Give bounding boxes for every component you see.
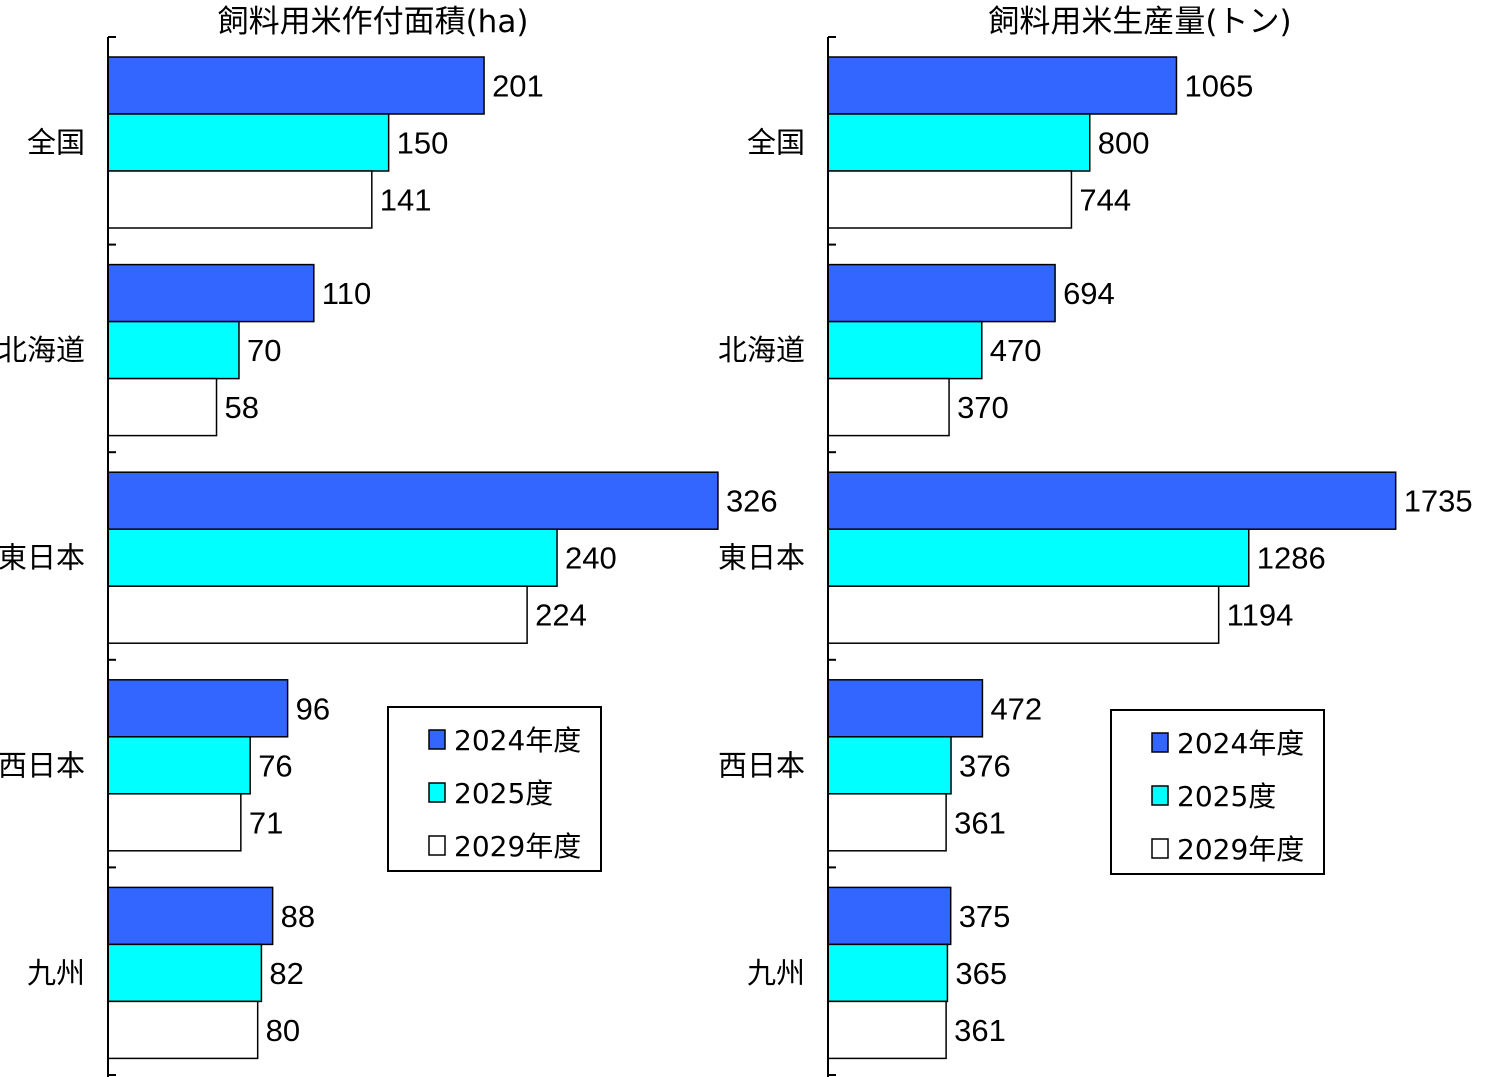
bar <box>827 263 1056 323</box>
legend-label: 2029年度 <box>1177 833 1304 866</box>
bar <box>827 679 984 738</box>
bar <box>107 585 528 644</box>
legend: 2024年度 2025度 2029年度 <box>1110 709 1325 875</box>
data-label: 744 <box>1079 183 1131 218</box>
bar <box>107 170 373 229</box>
category-label: 全国 <box>27 126 85 160</box>
data-label: 96 <box>296 691 330 726</box>
data-label: 80 <box>266 1013 300 1048</box>
chart-2: 飼料用米生産量(トン) 全国 1065 800 744 北海道 694 470 370 東日本 17… <box>718 4 1473 1077</box>
data-label: 88 <box>281 899 315 934</box>
legend-box <box>1110 709 1325 875</box>
data-label: 800 <box>1098 126 1150 161</box>
category-label: 東日本 <box>718 541 805 575</box>
category-label: 東日本 <box>0 541 85 575</box>
bar <box>827 585 1220 644</box>
data-label: 365 <box>955 956 1007 991</box>
bar <box>107 679 289 738</box>
bar <box>107 113 390 172</box>
bar <box>107 528 558 587</box>
category-label: 九州 <box>27 956 85 990</box>
bar <box>107 943 263 1003</box>
bar <box>827 170 1073 229</box>
data-label: 224 <box>535 598 587 633</box>
legend-label: 2025度 <box>454 777 553 810</box>
bar <box>107 736 251 795</box>
legend-box <box>387 706 602 872</box>
category-label: 西日本 <box>0 748 85 782</box>
bar <box>827 943 949 1003</box>
bar <box>827 793 947 852</box>
data-label: 240 <box>565 541 617 576</box>
data-label: 76 <box>258 748 292 783</box>
data-label: 1286 <box>1257 541 1326 576</box>
legend-swatch <box>428 729 446 750</box>
data-label: 201 <box>492 69 544 104</box>
category-label: 西日本 <box>718 748 805 782</box>
data-label: 361 <box>954 1013 1006 1048</box>
bar <box>827 886 952 946</box>
legend-label: 2025度 <box>1177 780 1276 813</box>
bar <box>107 377 218 437</box>
data-label: 150 <box>397 126 449 161</box>
legend-swatch <box>1151 785 1169 806</box>
data-label: 1735 <box>1404 484 1473 519</box>
data-label: 361 <box>954 805 1006 840</box>
bar <box>827 113 1091 172</box>
bar <box>827 736 952 795</box>
bar <box>827 1000 947 1060</box>
legend-swatch <box>1151 732 1169 753</box>
legend-swatch <box>428 782 446 803</box>
data-label: 58 <box>225 390 259 425</box>
bar <box>827 377 950 437</box>
data-label: 70 <box>247 333 281 368</box>
data-label: 1194 <box>1227 598 1294 633</box>
data-label: 82 <box>269 956 303 991</box>
data-label: 694 <box>1063 276 1115 311</box>
bar <box>827 528 1250 587</box>
category-label: 北海道 <box>718 333 805 367</box>
bar <box>107 793 242 852</box>
bar <box>107 320 240 380</box>
data-label: 110 <box>322 276 371 311</box>
bar <box>107 886 274 946</box>
data-label: 470 <box>990 333 1042 368</box>
legend-swatch <box>428 835 446 856</box>
data-label: 376 <box>959 748 1011 783</box>
legend-swatch <box>1151 838 1169 859</box>
bar <box>107 56 485 115</box>
data-label: 326 <box>726 484 778 519</box>
data-label: 375 <box>959 899 1011 934</box>
legend-label: 2024年度 <box>454 724 581 757</box>
bar <box>827 56 1178 115</box>
data-label: 1065 <box>1184 69 1253 104</box>
bar <box>827 320 983 380</box>
data-label: 370 <box>957 390 1009 425</box>
bar <box>827 471 1397 530</box>
legend-label: 2029年度 <box>454 830 581 863</box>
bar <box>107 1000 259 1060</box>
legend: 2024年度 2025度 2029年度 <box>387 706 602 872</box>
bar <box>107 263 315 323</box>
legend-label: 2024年度 <box>1177 727 1304 760</box>
bar <box>107 471 719 530</box>
data-label: 472 <box>990 691 1042 726</box>
chart-title: 飼料用米作付面積(ha) <box>218 4 529 40</box>
chart-title: 飼料用米生産量(トン) <box>988 4 1291 40</box>
category-label: 全国 <box>747 126 805 160</box>
data-label: 71 <box>249 805 283 840</box>
category-label: 北海道 <box>0 333 85 367</box>
category-label: 九州 <box>747 956 805 990</box>
data-label: 141 <box>380 183 432 218</box>
chart-1: 飼料用米作付面積(ha) 全国 201 150 141 北海道 110 70 58 東日本 326 2… <box>0 4 778 1077</box>
